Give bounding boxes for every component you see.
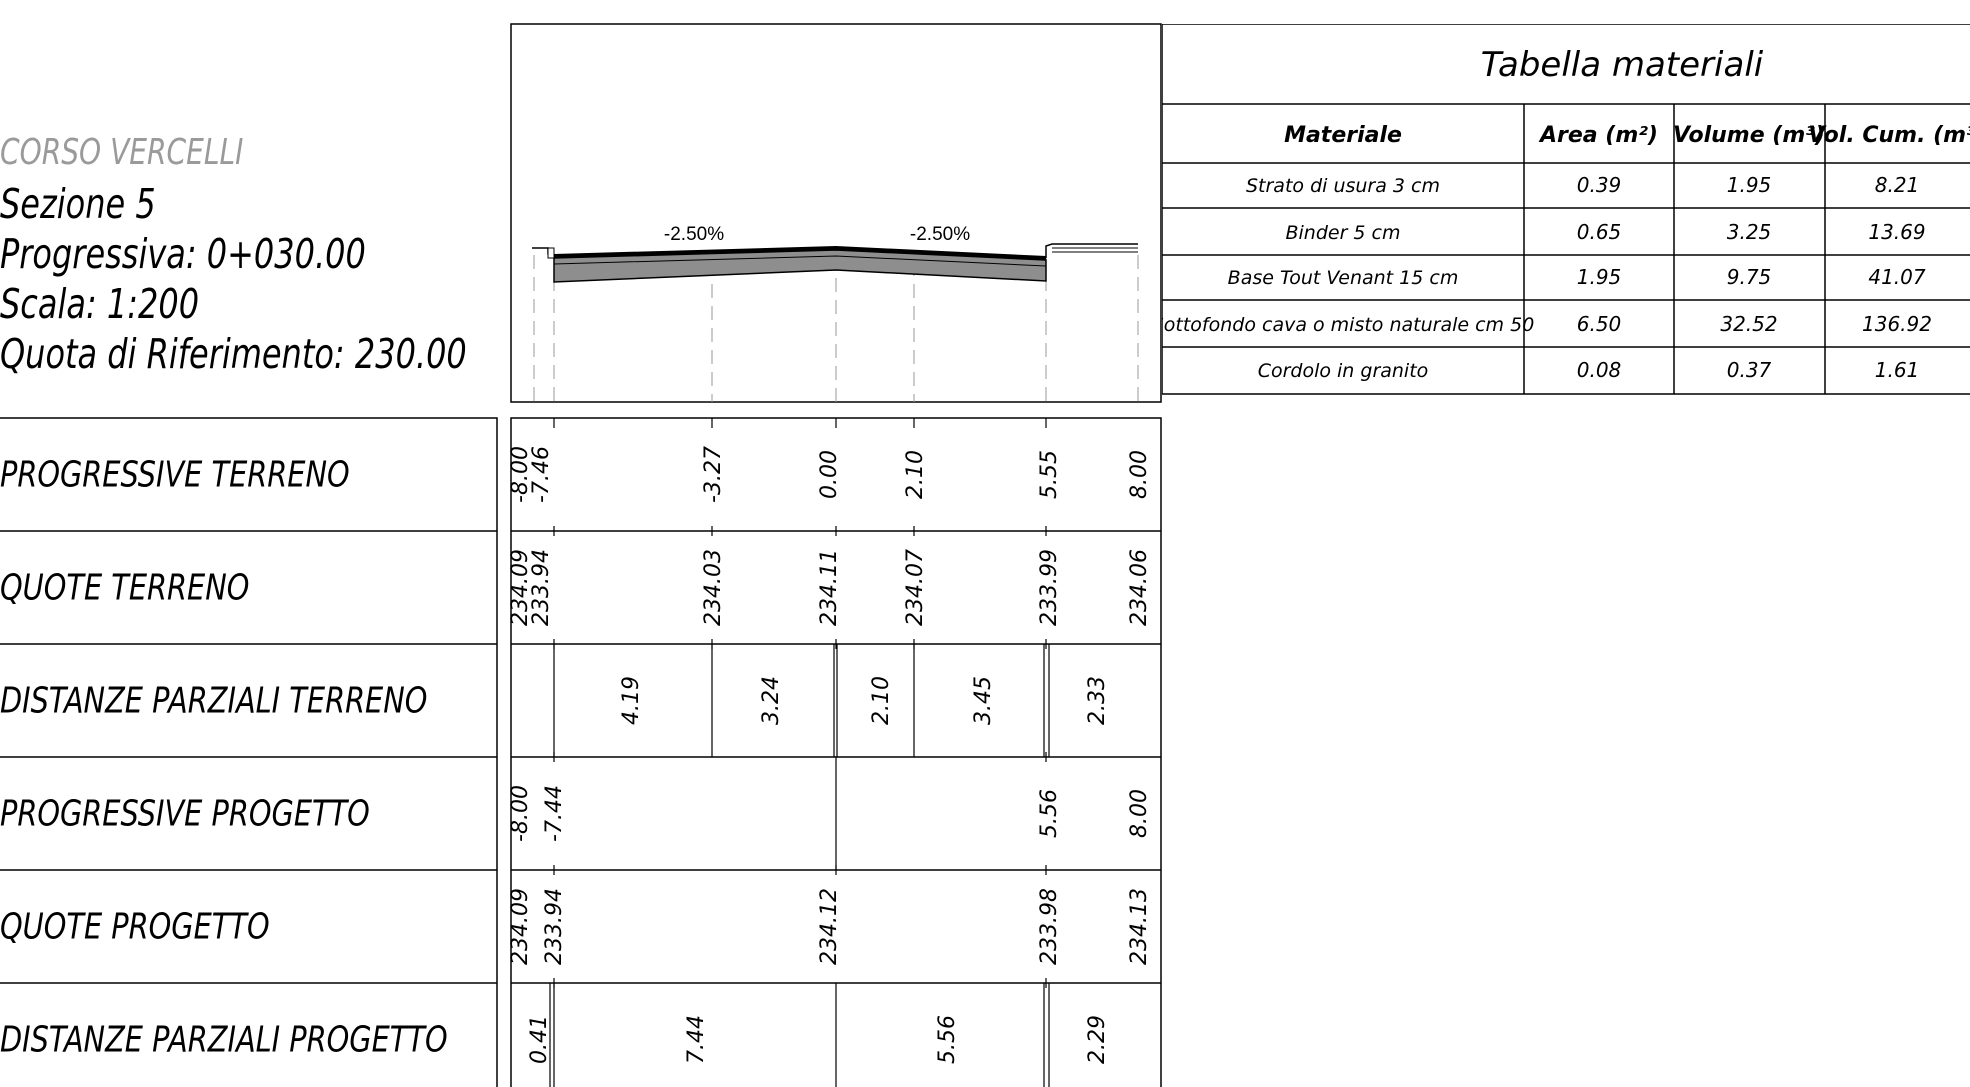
materials-cell: 13.69 xyxy=(1868,220,1925,244)
label-column xyxy=(0,417,498,1087)
row-values: -8.00-7.46 -3.27 0.00 2.10 5.55 8.00234.09233… xyxy=(508,446,1152,1064)
materials-table-body: Strato di usura 3 cm 0.39 1.95 8.21 Binder 5… xyxy=(1162,173,1932,382)
materials-cell: Base Tout Venant 15 cm xyxy=(1228,267,1459,289)
binder-line xyxy=(553,255,1047,267)
materials-header-cell: Area (m²) xyxy=(1538,123,1658,148)
section-number: Sezione 5 xyxy=(0,180,156,228)
materials-cell: 1.95 xyxy=(1577,265,1622,289)
row-label: PROGRESSIVE TERRENO xyxy=(0,453,350,495)
row-value: 8.00 xyxy=(1127,450,1152,499)
materials-cell: 0.39 xyxy=(1577,173,1622,197)
row-value: -7.46 xyxy=(529,446,554,503)
row-value: -7.44 xyxy=(542,785,567,842)
row-value: 234.09 xyxy=(508,549,533,626)
row-labels: PROGRESSIVE TERRENO QUOTE TERRENO DISTANZE… xyxy=(0,453,448,1060)
materials-cell: 32.52 xyxy=(1720,312,1777,336)
row-value: 234.13 xyxy=(1127,888,1152,965)
row-value: 233.99 xyxy=(1037,549,1062,626)
row-value: 234.11 xyxy=(817,549,842,626)
materials-cell: 0.37 xyxy=(1727,358,1772,382)
row-value: -8.00 xyxy=(508,446,533,503)
row-value: -3.27 xyxy=(701,446,726,503)
materials-cell: Sottofondo cava o misto naturale cm 50 xyxy=(1162,314,1534,336)
row-value: 233.98 xyxy=(1037,888,1062,965)
row-label: QUOTE TERRENO xyxy=(0,566,249,608)
materials-cell: 41.07 xyxy=(1868,265,1926,289)
progressive-station: Progressiva: 0+030.00 xyxy=(0,230,366,278)
materials-table-header: Materiale Area (m²) Volume (m³)Vol. Cum. (… xyxy=(1284,123,1970,148)
row-value: 2.10 xyxy=(869,676,894,725)
row-value: 234.06 xyxy=(1127,549,1152,626)
row-value: 5.56 xyxy=(1037,789,1062,838)
materials-cell: 1.61 xyxy=(1875,358,1920,382)
slope-right-label: -2.50% xyxy=(910,224,970,245)
road-name: CORSO VERCELLI xyxy=(0,132,244,173)
materials-header-cell: Volume (m³) xyxy=(1673,123,1825,148)
materials-cell: Binder 5 cm xyxy=(1285,222,1400,244)
materials-header-cell: Vol. Cum. (m³) xyxy=(1808,123,1970,148)
road-surface xyxy=(553,245,1047,260)
row-value: 7.44 xyxy=(684,1015,709,1064)
row-value: 2.33 xyxy=(1085,676,1110,725)
row-label: DISTANZE PARZIALI TERRENO xyxy=(0,679,427,721)
row-value: 234.03 xyxy=(701,549,726,626)
row-value: 2.10 xyxy=(903,450,928,499)
materials-cell: 1.95 xyxy=(1727,173,1772,197)
materials-cell: 8.21 xyxy=(1875,173,1920,197)
row-value: 233.94 xyxy=(542,888,567,965)
row-label: QUOTE PROGETTO xyxy=(0,905,270,947)
materials-cell: 9.75 xyxy=(1727,265,1772,289)
row-value: 2.29 xyxy=(1085,1015,1110,1064)
materials-cell: 136.92 xyxy=(1862,312,1932,336)
row-value: 3.45 xyxy=(971,676,996,725)
materials-cell: 6.50 xyxy=(1577,312,1622,336)
row-label: PROGRESSIVE PROGETTO xyxy=(0,792,370,834)
row-value: 234.12 xyxy=(817,888,842,965)
row-value: 5.56 xyxy=(935,1015,960,1064)
row-label: DISTANZE PARZIALI PROGETTO xyxy=(0,1018,448,1060)
row-value: 234.09 xyxy=(508,888,533,965)
materials-cell: 0.65 xyxy=(1577,220,1622,244)
partial-dividers-terreno xyxy=(553,644,1050,757)
row-value: 233.94 xyxy=(529,549,554,626)
right-sidewalk xyxy=(1045,243,1138,258)
row-value: -8.00 xyxy=(508,785,533,842)
materials-cell: Cordolo in granito xyxy=(1258,360,1429,382)
row-value: 5.55 xyxy=(1037,450,1062,499)
materials-cell: Strato di usura 3 cm xyxy=(1246,175,1440,197)
row-value: 8.00 xyxy=(1127,789,1152,838)
drawing-scale: Scala: 1:200 xyxy=(0,280,200,328)
reference-elevation: Quota di Riferimento: 230.00 xyxy=(0,330,467,378)
row-value: 0.00 xyxy=(817,450,842,499)
materials-table-title: Tabella materiali xyxy=(1481,45,1764,85)
row-value: 4.19 xyxy=(619,676,644,725)
row-value: 234.07 xyxy=(903,549,928,626)
materials-cell: 3.25 xyxy=(1727,220,1772,244)
materials-header-cell: Materiale xyxy=(1284,123,1402,148)
slope-left-label: -2.50% xyxy=(664,224,724,245)
row-value: 0.41 xyxy=(527,1015,552,1064)
data-grid xyxy=(0,417,1162,1087)
materials-table: Tabella materiali Materiale Area (m²) Volu… xyxy=(1162,24,1970,395)
partial-dividers-progetto xyxy=(549,983,1050,1087)
row-value: 3.24 xyxy=(759,676,784,725)
materials-cell: 0.08 xyxy=(1577,358,1622,382)
